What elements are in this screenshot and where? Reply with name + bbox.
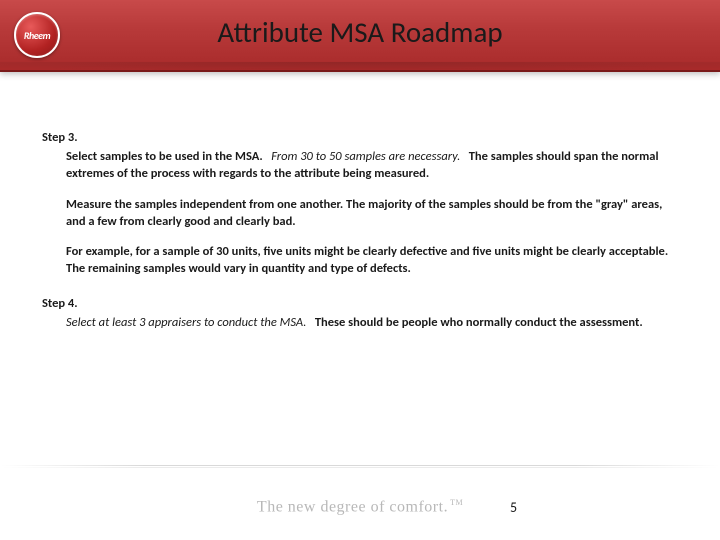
- step3-p1-mid: From 30 to 50 samples are necessary.: [271, 149, 460, 164]
- step4-p1-tail: These should be people who normally cond…: [315, 315, 643, 330]
- step3-body: Select samples to be used in the MSA. Fr…: [66, 149, 678, 278]
- footer-divider-shadow: [0, 467, 720, 468]
- step3-p1-lead: Select samples to be used in the MSA.: [66, 149, 263, 164]
- tagline-text: The new degree of comfort.: [257, 498, 448, 515]
- step3-label: Step 3.: [42, 130, 678, 147]
- header-shadow: [0, 62, 720, 78]
- header-bar: Rheem Attribute MSA Roadmap: [0, 0, 720, 72]
- step4-p1-lead: Select at least 3 appraisers to conduct …: [66, 315, 306, 330]
- slide-content: Step 3. Select samples to be used in the…: [42, 130, 678, 350]
- step4-body: Select at least 3 appraisers to conduct …: [66, 315, 678, 332]
- step4-p1: Select at least 3 appraisers to conduct …: [66, 315, 678, 332]
- step3-p2: Measure the samples independent from one…: [66, 197, 678, 231]
- footer-tagline: The new degree of comfort.TM: [0, 498, 720, 516]
- slide-title: Attribute MSA Roadmap: [0, 14, 720, 50]
- page-number: 5: [510, 499, 517, 516]
- step4-label: Step 4.: [42, 296, 678, 313]
- step3-p3: For example, for a sample of 30 units, f…: [66, 244, 678, 278]
- tagline-tm: TM: [450, 498, 463, 507]
- footer-divider: [0, 465, 720, 466]
- step3-p1: Select samples to be used in the MSA. Fr…: [66, 149, 678, 183]
